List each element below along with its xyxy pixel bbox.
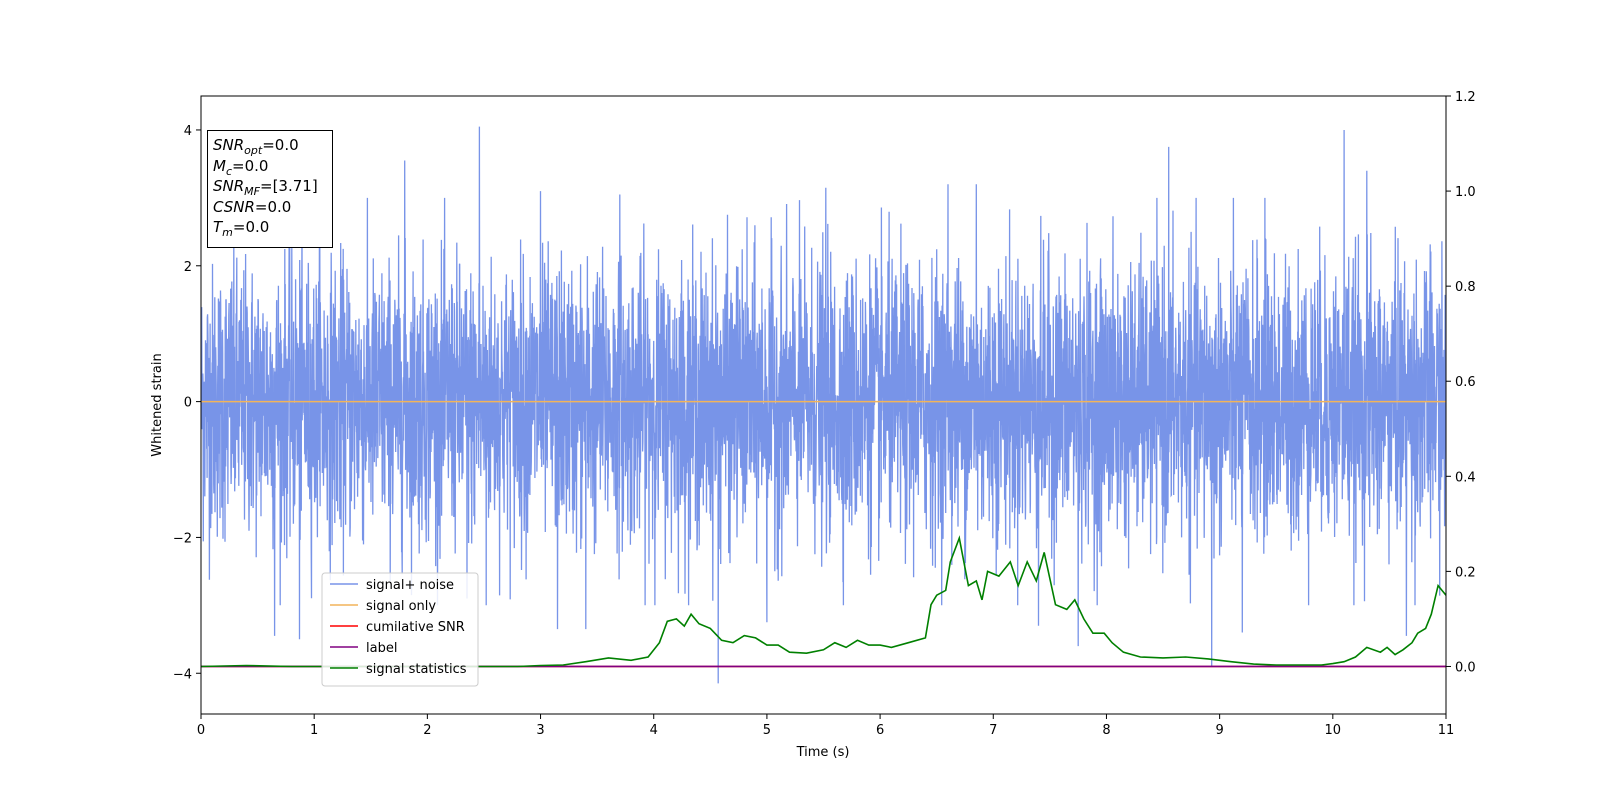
- legend-label: label: [366, 641, 397, 656]
- annotation-line: SNRMF=[3.71]: [213, 176, 332, 197]
- y2-tick-label: 0.4: [1455, 470, 1476, 485]
- x-tick-label: 2: [423, 723, 431, 738]
- y-axis-left: −4 −2 0 2 4: [173, 124, 201, 682]
- legend-frame: [321, 572, 479, 687]
- y2-tick-label: 1.0: [1455, 185, 1476, 200]
- annotation-symbol: CSNR: [213, 197, 255, 216]
- plot-frame: [200, 95, 1447, 715]
- annotation-value: =[3.71]: [260, 177, 318, 195]
- y2-tick-label: 0.0: [1455, 660, 1476, 675]
- annotation-subscript: m: [222, 226, 233, 239]
- x-tick-label: 4: [650, 723, 658, 738]
- annotation-subscript: MF: [244, 185, 260, 198]
- y2-tick-label: 0.8: [1455, 280, 1476, 295]
- legend-label: signal only: [366, 599, 436, 614]
- y-tick-label: −4: [173, 667, 192, 682]
- annotation-value: =0.0: [262, 136, 299, 154]
- x-tick-label: 11: [1438, 723, 1455, 738]
- y2-tick-label: 0.2: [1455, 565, 1476, 580]
- annotation-value: =0.0: [232, 218, 270, 236]
- annotation-symbol: SNR: [213, 177, 245, 195]
- y-tick-label: 0: [184, 396, 192, 411]
- annotation-line: SNRopt=0.0: [213, 135, 332, 156]
- series-signal-plus-noise: [201, 126, 1446, 684]
- annotation-symbol: T: [213, 218, 223, 236]
- annotation-line: Tm=0.0: [213, 217, 332, 238]
- legend-label: signal+ noise: [366, 578, 454, 593]
- annotation-symbol: SNR: [213, 136, 245, 154]
- y2-tick-label: 0.6: [1455, 375, 1476, 390]
- annotation-box: SNRopt=0.0 Mc=0.0 SNRMF=[3.71] CSNR=0.0 Tm=0…: [207, 130, 333, 248]
- annotation-line: Mc=0.0: [213, 156, 332, 177]
- annotation-value: =0.0: [254, 197, 292, 216]
- y-tick-label: −2: [173, 531, 192, 546]
- series-signal-statistics: [201, 535, 1446, 668]
- x-tick-label: 8: [1102, 723, 1110, 738]
- x-axis-label: Time (s): [796, 745, 850, 760]
- y-axis-label: Whitened strain: [150, 353, 165, 456]
- x-tick-label: 3: [536, 723, 544, 738]
- y2-tick-label: 1.2: [1455, 90, 1476, 105]
- x-axis: 0 1 2 3 4 5 6 7 8 9 10 11: [197, 714, 1454, 738]
- x-tick-label: 9: [1215, 723, 1223, 738]
- annotation-line: CSNR=0.0: [213, 197, 332, 218]
- annotation-subscript: c: [225, 164, 233, 178]
- x-tick-label: 7: [989, 723, 997, 738]
- annotation-value: =0.0: [232, 156, 269, 175]
- legend: signal+ noise signal only cumilative SNR la…: [321, 572, 479, 687]
- x-tick-label: 1: [310, 723, 318, 738]
- legend-label: cumilative SNR: [366, 620, 465, 635]
- y-tick-label: 2: [184, 260, 192, 275]
- y-axis-right: 0.0 0.2 0.4 0.6 0.8 1.0 1.2: [1446, 90, 1476, 675]
- annotation-subscript: opt: [244, 144, 263, 157]
- legend-label: signal statistics: [366, 662, 467, 677]
- x-tick-label: 6: [876, 723, 884, 738]
- x-tick-label: 5: [763, 723, 771, 738]
- y-tick-label: 4: [184, 124, 192, 139]
- x-tick-label: 10: [1325, 723, 1342, 738]
- annotation-symbol: M: [213, 156, 226, 175]
- x-tick-label: 0: [197, 723, 205, 738]
